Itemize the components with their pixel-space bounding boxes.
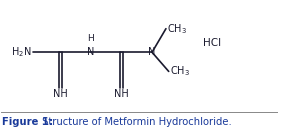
Text: N: N: [87, 47, 95, 57]
Text: Figure 1:: Figure 1:: [2, 117, 53, 127]
Text: CH$_3$: CH$_3$: [170, 64, 190, 78]
Text: H: H: [87, 34, 94, 43]
Text: Structure of Metformin Hydrochloride.: Structure of Metformin Hydrochloride.: [39, 117, 232, 127]
Text: CH$_3$: CH$_3$: [167, 22, 187, 36]
Text: NH: NH: [53, 89, 68, 99]
Text: N: N: [148, 47, 156, 57]
Text: NH: NH: [114, 89, 129, 99]
Text: HCl: HCl: [203, 38, 221, 48]
Text: H$_2$N: H$_2$N: [11, 45, 31, 59]
